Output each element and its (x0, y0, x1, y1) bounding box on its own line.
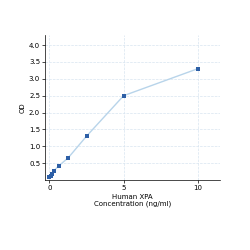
Point (57, 164, 61, 168)
Point (50, 172, 54, 176)
Point (66, 156, 70, 160)
Point (196, 67, 200, 71)
X-axis label: Human XPA
Concentration (ng/ml): Human XPA Concentration (ng/ml) (94, 194, 171, 207)
Point (84, 134, 88, 138)
Y-axis label: OD: OD (20, 102, 26, 113)
Point (48, 174, 52, 178)
Point (122, 94, 126, 98)
Point (52, 168, 56, 172)
Point (48, 175, 52, 179)
